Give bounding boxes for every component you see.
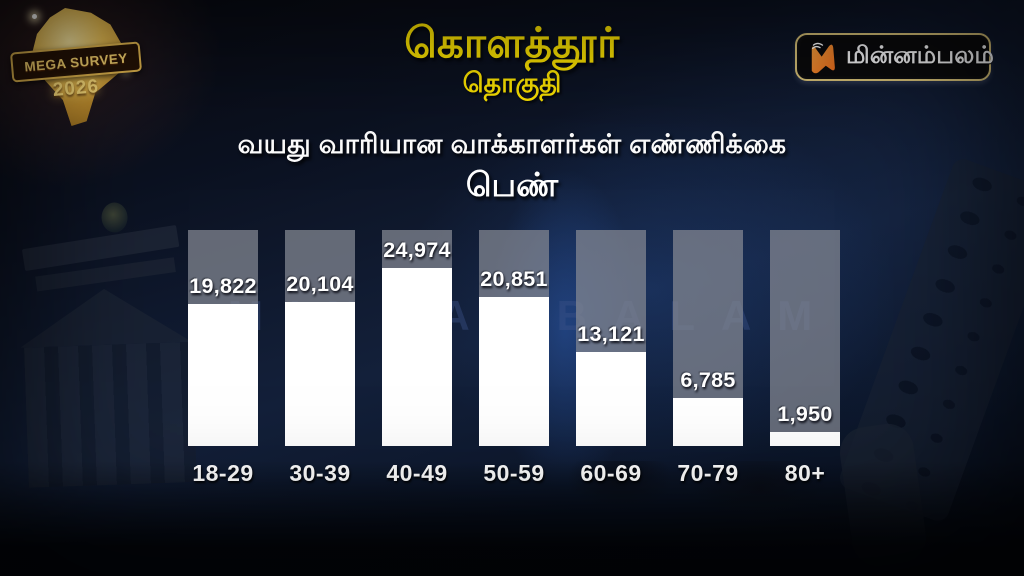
chart-category-label: பெண் bbox=[465, 166, 559, 203]
bar-category-label: 60-69 bbox=[580, 460, 642, 486]
channel-logo: மின்னம்பலம் bbox=[795, 33, 994, 81]
bar-category-label: 18-29 bbox=[192, 460, 254, 486]
bar-value-label: 20,104 bbox=[286, 272, 354, 297]
bar-fill bbox=[188, 304, 258, 446]
bar-value-label: 19,822 bbox=[189, 274, 257, 299]
bar-category-label: 30-39 bbox=[289, 460, 351, 486]
bar-fill bbox=[673, 397, 743, 446]
chart-heading: வயது வாரியான வாக்காளர்கள் எண்ணிக்கை bbox=[237, 129, 787, 159]
bar-fill bbox=[382, 267, 452, 446]
bar-track: 6,785 bbox=[673, 230, 743, 446]
bar-column: 24,974 40-49 bbox=[382, 230, 452, 487]
bar-fill bbox=[770, 432, 840, 446]
bar-column: 19,822 18-29 bbox=[188, 230, 258, 487]
bar-column: 13,121 60-69 bbox=[576, 230, 646, 487]
bar-value-label: 1,950 bbox=[777, 402, 833, 427]
constituency-subtitle: தொகுதி bbox=[462, 68, 562, 99]
bar-chart: 19,822 18-29 20,104 30-39 24,974 40-49 20,851 5… bbox=[188, 230, 840, 487]
bar-column: 6,785 70-79 bbox=[673, 230, 743, 487]
bar-chart-columns: 19,822 18-29 20,104 30-39 24,974 40-49 20,851 5… bbox=[188, 230, 840, 487]
bar-value-label: 6,785 bbox=[680, 367, 736, 392]
bar-track: 20,851 bbox=[479, 230, 549, 446]
bar-fill bbox=[479, 297, 549, 446]
bar-track: 24,974 bbox=[382, 230, 452, 446]
channel-name: மின்னம்பலம் bbox=[846, 42, 994, 69]
building-pediment bbox=[18, 286, 192, 348]
bar-track: 13,121 bbox=[576, 230, 646, 446]
constituency-title: கொளத்தூர் bbox=[404, 19, 620, 66]
crowd-silhouette bbox=[0, 461, 1024, 576]
mega-survey-badge: MEGA SURVEY 2026 bbox=[9, 2, 143, 134]
bar-column: 20,104 30-39 bbox=[285, 230, 355, 487]
bar-track: 20,104 bbox=[285, 230, 355, 446]
bar-value-label: 24,974 bbox=[383, 237, 451, 262]
bar-category-label: 80+ bbox=[784, 460, 826, 486]
bar-category-label: 70-79 bbox=[677, 460, 739, 486]
bar-column: 20,851 50-59 bbox=[479, 230, 549, 487]
bar-track: 1,950 bbox=[770, 230, 840, 446]
bar-category-label: 50-59 bbox=[483, 460, 545, 486]
bar-value-label: 20,851 bbox=[480, 267, 548, 292]
sparkle-icon bbox=[32, 14, 37, 19]
bar-track: 19,822 bbox=[188, 230, 258, 446]
bar-category-label: 40-49 bbox=[386, 460, 448, 486]
minnambalam-m-icon bbox=[811, 42, 835, 73]
bar-value-label: 13,121 bbox=[577, 322, 645, 347]
government-building-backdrop bbox=[3, 202, 203, 488]
bar-fill bbox=[576, 352, 646, 446]
bar-column: 1,950 80+ bbox=[770, 230, 840, 487]
title-block: கொளத்தூர் தொகுதி bbox=[0, 18, 1024, 103]
bar-fill bbox=[285, 302, 355, 446]
